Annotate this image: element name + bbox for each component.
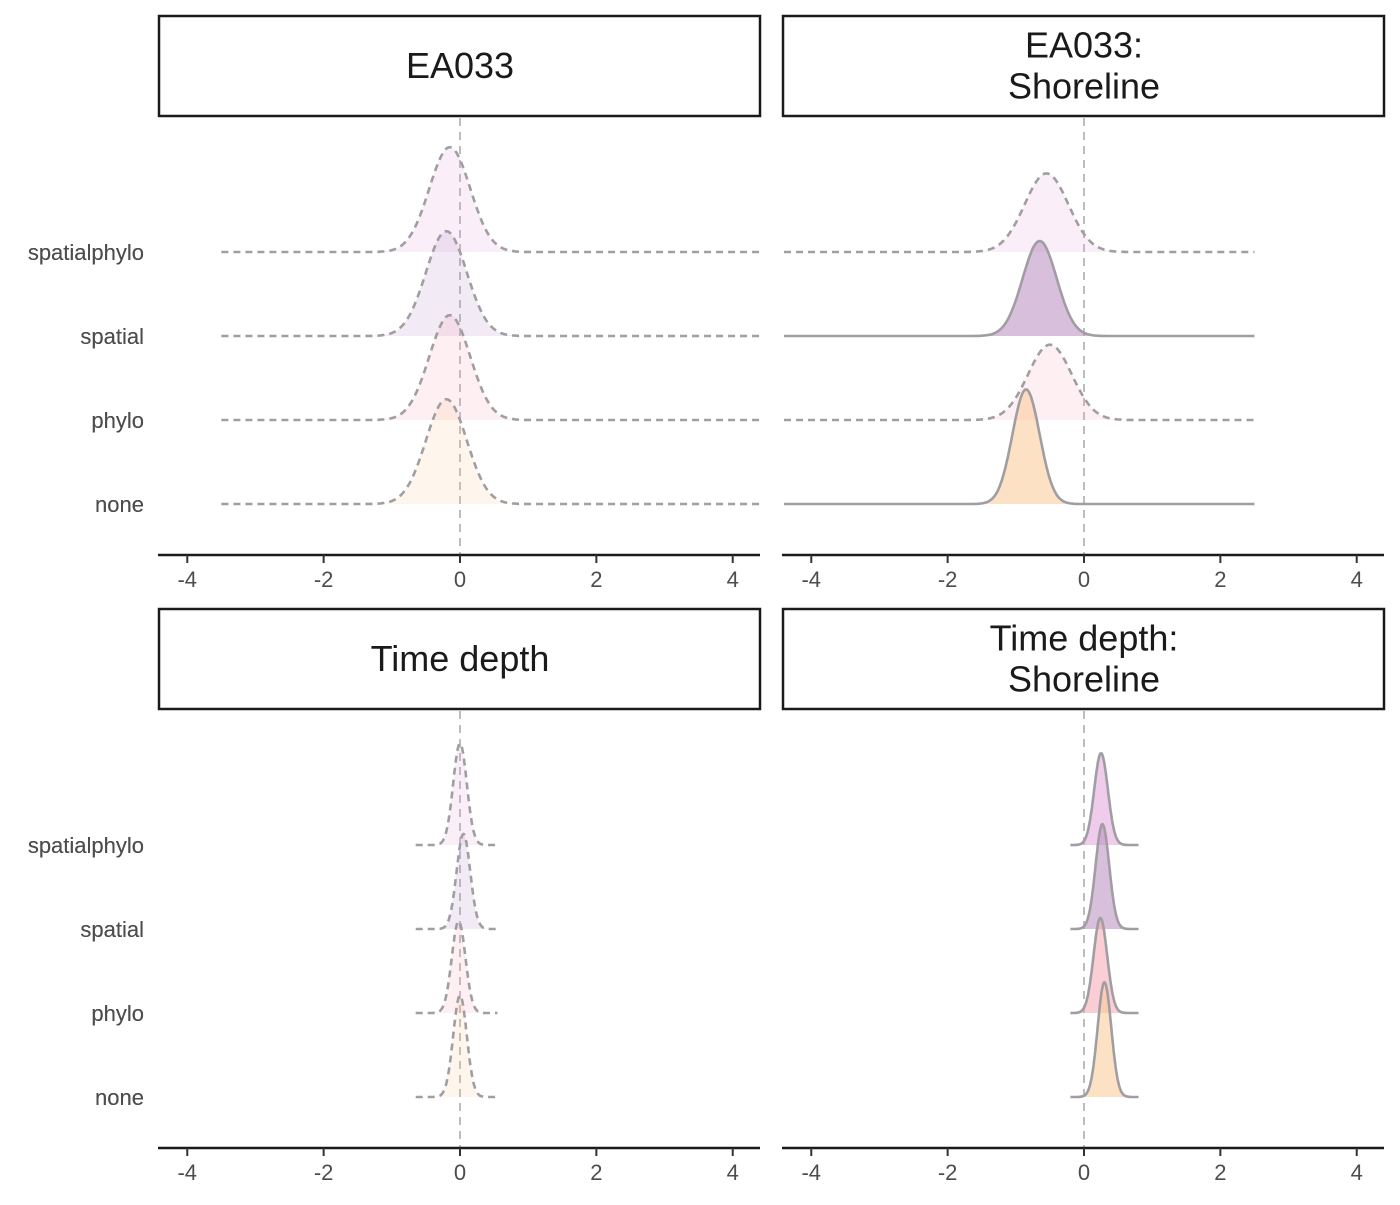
x-tick-label: 4 <box>1351 1160 1363 1185</box>
x-tick-label: 0 <box>1078 1160 1090 1185</box>
category-label-spatial: spatial <box>80 917 144 942</box>
ridge-curve-spatial <box>784 239 1255 338</box>
ridge-curve-phylo <box>784 343 1255 422</box>
ridge-curve-spatialphylo <box>221 145 760 254</box>
category-label-none: none <box>95 492 144 517</box>
x-tick-label: 4 <box>727 567 739 592</box>
x-tick-label: -2 <box>938 567 958 592</box>
category-label-spatialphylo: spatialphylo <box>28 240 144 265</box>
panel-4: Time depth:Shorelinespatialphylospatialp… <box>28 607 1386 1185</box>
ridge-fill-spatialphylo <box>784 173 1255 252</box>
strip-title-line: EA033: <box>1025 25 1143 66</box>
strip-title-line: Time depth: <box>990 618 1179 659</box>
category-label-phylo: phylo <box>91 1001 144 1026</box>
x-tick-label: -4 <box>177 567 197 592</box>
ridges <box>415 741 498 1099</box>
ridge-curve-spatialphylo <box>784 172 1255 254</box>
strip-box <box>781 14 1386 118</box>
ridge-curve-none <box>1070 980 1139 1099</box>
ridge-fill-spatialphylo <box>1070 753 1139 845</box>
category-label-spatial: spatial <box>80 324 144 349</box>
category-label-phylo: phylo <box>91 408 144 433</box>
category-label-none: none <box>95 1085 144 1110</box>
ridges <box>784 172 1255 506</box>
x-tick-label: -2 <box>314 1160 334 1185</box>
ridge-fill-spatialphylo <box>415 743 498 845</box>
x-tick-label: -4 <box>801 1160 821 1185</box>
category-label-spatial: spatial <box>80 917 144 942</box>
x-tick-label: 0 <box>1078 567 1090 592</box>
x-tick-label: 2 <box>590 1160 602 1185</box>
ridge-curve-none <box>221 397 760 506</box>
ridges <box>221 145 760 506</box>
ridge-curve-phylo <box>415 919 498 1015</box>
ridge-fill-phylo <box>1070 918 1139 1013</box>
x-tick-label: 4 <box>727 1160 739 1185</box>
x-tick-label: 2 <box>1214 567 1226 592</box>
ridge-curve-spatial <box>415 832 498 931</box>
ridge-curve-phylo <box>221 313 760 422</box>
panel-3: Time depthspatialphylospatialphylonone-4… <box>28 607 762 1185</box>
x-tick-label: -2 <box>938 1160 958 1185</box>
category-label-none: none <box>95 1085 144 1110</box>
category-label-spatialphylo: spatialphylo <box>28 833 144 858</box>
x-tick-label: -2 <box>314 567 334 592</box>
strip-title-line: EA033 <box>406 45 514 86</box>
strip-box <box>157 14 762 118</box>
ridge-fill-none <box>1070 982 1139 1097</box>
ridge-curve-spatial <box>221 229 760 338</box>
ridge-fill-phylo <box>415 921 498 1013</box>
category-label-spatialphylo: spatialphylo <box>28 833 144 858</box>
strip-box <box>781 607 1386 711</box>
strip-box <box>157 607 762 711</box>
x-tick-label: 0 <box>454 1160 466 1185</box>
x-tick-label: 2 <box>1214 1160 1226 1185</box>
ridge-fill-spatialphylo <box>221 147 760 252</box>
category-label-none: none <box>95 492 144 517</box>
category-label-spatial: spatial <box>80 324 144 349</box>
ridge-curve-none <box>415 993 498 1099</box>
strip-title-line: Shoreline <box>1008 659 1160 700</box>
x-tick-label: -4 <box>177 1160 197 1185</box>
ridge-fill-spatial <box>784 241 1255 336</box>
category-label-phylo: phylo <box>91 408 144 433</box>
ridge-fill-none <box>415 995 498 1097</box>
ridge-curve-spatialphylo <box>1070 751 1139 847</box>
category-label-phylo: phylo <box>91 1001 144 1026</box>
strip-title-line: Time depth <box>371 638 550 679</box>
ridge-fill-none <box>784 389 1255 504</box>
ridge-curve-none <box>784 388 1255 506</box>
strip-title-line: Shoreline <box>1008 66 1160 107</box>
x-tick-label: 4 <box>1351 567 1363 592</box>
ridge-curve-spatial <box>1070 822 1139 931</box>
x-tick-label: 2 <box>590 567 602 592</box>
category-label-spatialphylo: spatialphylo <box>28 240 144 265</box>
ridge-fill-spatial <box>1070 824 1139 929</box>
x-tick-label: -4 <box>801 567 821 592</box>
ridges <box>1070 751 1139 1099</box>
ridge-curve-spatialphylo <box>415 741 498 847</box>
x-tick-label: 0 <box>454 567 466 592</box>
ridge-curve-phylo <box>1070 916 1139 1015</box>
panel-2: EA033:Shorelinespatialphylospatialphylon… <box>28 14 1386 592</box>
